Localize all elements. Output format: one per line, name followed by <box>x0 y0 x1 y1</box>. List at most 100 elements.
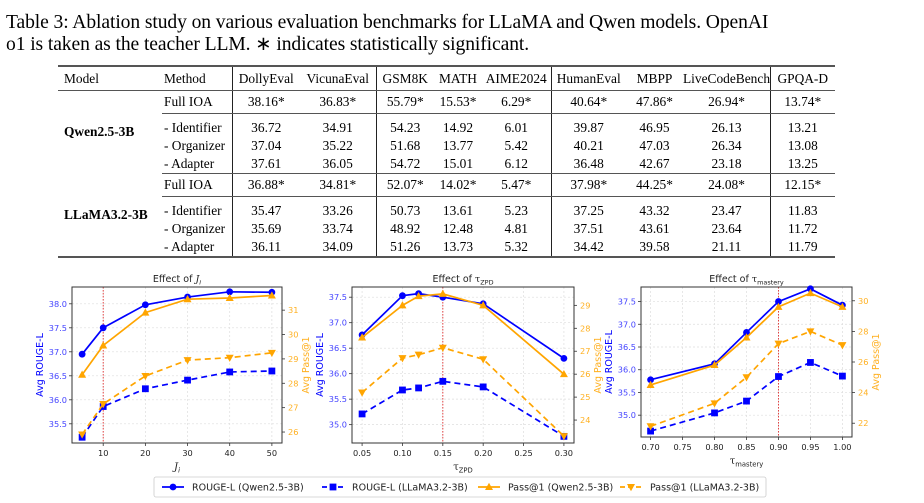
table-row: - Adapter 37.61 36.05 54.72 15.01 6.12 3… <box>58 155 835 174</box>
data-point <box>183 357 192 365</box>
legend-marker <box>169 483 177 491</box>
y-tick-label-left: 36.0 <box>329 369 347 379</box>
table-cell: 36.48 <box>550 155 626 174</box>
data-point <box>141 372 150 381</box>
x-tick-label: 0.05 <box>353 448 371 458</box>
table-cell: 51.68 <box>375 137 434 155</box>
x-tick-label: 10 <box>98 448 108 458</box>
header-method: Method <box>162 66 232 91</box>
legend-item-pass-llama: Pass@1 (LLaMA3.2-3B) <box>620 483 759 494</box>
y-tick-label-left: 36.0 <box>618 365 636 375</box>
legend-item-pass-qwen: Pass@1 (Qwen2.5-3B) <box>478 483 613 494</box>
data-point <box>78 350 86 358</box>
table-cell: 35.69 <box>231 220 300 238</box>
table-cell: 12.48 <box>442 221 474 236</box>
table-cell: 54.23 <box>375 113 434 137</box>
table-cell: 43.32 <box>639 203 670 218</box>
y-tick-label-right: 24 <box>858 388 868 398</box>
y-tick-label-left: 35.0 <box>329 420 347 430</box>
header-gpqa-d: GPQA-D <box>770 66 835 91</box>
y-tick-label-left: 37.0 <box>329 318 347 328</box>
y-tick-label-left: 36.5 <box>618 342 636 352</box>
table-cell: 37.51 <box>550 220 626 238</box>
table-cell: 37.25 <box>550 196 626 220</box>
y-tick-label-right: 26 <box>580 369 590 379</box>
table-cell: 46.95 <box>639 120 670 135</box>
table-row: - Adapter 36.11 34.09 51.26 13.73 5.32 3… <box>58 238 835 258</box>
chart-2: 0.05 0.10 0.15 0.20 0.25 0.30 35.0 35.5 36.0 36.5… <box>315 274 604 475</box>
series-line <box>650 361 843 432</box>
table-cell: 44.25* <box>626 173 683 197</box>
header-aime2024: AIME2024 <box>482 66 551 91</box>
data-point <box>358 389 367 397</box>
table-cell: 24.08* <box>683 173 771 197</box>
data-point <box>78 370 87 378</box>
chart-title-main: Effect of <box>153 274 196 285</box>
data-point <box>225 354 234 362</box>
data-point <box>710 400 719 408</box>
method-name: - Adapter <box>162 238 232 258</box>
data-point <box>398 355 407 363</box>
data-point <box>99 341 108 349</box>
x-axis-label: τmastery <box>730 456 764 469</box>
model-name: LLaMA3.2-3B <box>58 173 162 258</box>
chart-title-symbol: τ <box>475 274 480 285</box>
table-cell: 55.79* <box>375 90 434 114</box>
x-tick-label: 0.90 <box>769 442 787 452</box>
table-cell: 35.47 <box>231 196 300 220</box>
data-point <box>415 384 422 392</box>
y-tick-label-left: 35.5 <box>329 394 347 404</box>
data-point <box>78 431 87 439</box>
series-line <box>361 346 565 437</box>
table-cell: 52.07* <box>375 173 434 197</box>
series-line <box>361 380 565 438</box>
x-tick-label: 0.70 <box>641 442 659 452</box>
table-cell: 26.34 <box>711 138 742 153</box>
y-tick-label-right: 30 <box>858 296 868 306</box>
table-cell: 13.74* <box>770 90 835 114</box>
table-row: LLaMA3.2-3B Full IOA 36.88* 34.81* 52.07… <box>58 173 835 258</box>
table-header-row: Model Method DollyEval VicunaEval GSM8K … <box>58 66 835 91</box>
data-point <box>225 293 234 301</box>
series-rouge-llama <box>78 367 276 441</box>
method-name: Full IOA <box>162 173 232 197</box>
data-point <box>711 409 718 417</box>
x-tick-label: 0.95 <box>801 442 819 452</box>
x-tick-label: 0.20 <box>474 448 492 458</box>
series-line <box>81 290 272 355</box>
data-point <box>399 292 406 300</box>
legend-item-rouge-llama: ROUGE-L (LLaMA3.2-3B) <box>322 483 468 494</box>
y-tick-label-right: 28 <box>288 378 298 388</box>
data-point <box>479 356 488 364</box>
chart-title-main: Effect of <box>709 274 752 285</box>
table-cell: 33.26 <box>322 203 353 218</box>
data-point <box>806 288 815 297</box>
y-tick-label-left: 37.5 <box>618 297 636 307</box>
x-axis-label: τZPD <box>453 462 473 475</box>
series-pass-llama <box>358 344 568 441</box>
table-cell: 47.03 <box>639 138 670 153</box>
y-tick-label-right: 26 <box>288 427 298 437</box>
x-tick-label: 0.10 <box>393 448 411 458</box>
table-cell: 36.05 <box>300 155 376 174</box>
series-line <box>650 330 843 428</box>
method-name: - Identifier <box>164 120 222 135</box>
caption-line-2: o1 is taken as the teacher LLM. ∗ indica… <box>6 34 530 55</box>
table-cell: 4.81 <box>504 221 528 236</box>
table-caption: Table 3: Ablation study on various evalu… <box>6 12 918 56</box>
data-point <box>358 333 367 341</box>
table-cell: 13.25 <box>770 155 835 174</box>
y-tick-label-left: 37.0 <box>618 319 636 329</box>
table-row: - Organizer 37.04 35.22 51.68 13.77 5.42… <box>58 137 835 155</box>
table-cell: 50.73 <box>375 196 434 220</box>
x-tick-label: 1.00 <box>833 442 851 452</box>
legend-marker <box>627 484 635 492</box>
x-tick-label: 40 <box>224 448 234 458</box>
chart-title: Effect of τmastery <box>709 274 784 287</box>
data-point <box>183 294 192 303</box>
chart-1: 10 20 30 40 50 35.5 36.0 36.5 37.0 37.5 38.0 26 27 28… <box>35 274 312 475</box>
table-cell: 47.86* <box>626 90 683 114</box>
table-cell: 23.47 <box>711 203 742 218</box>
data-point <box>838 302 847 310</box>
table-cell: 11.79 <box>770 238 835 258</box>
